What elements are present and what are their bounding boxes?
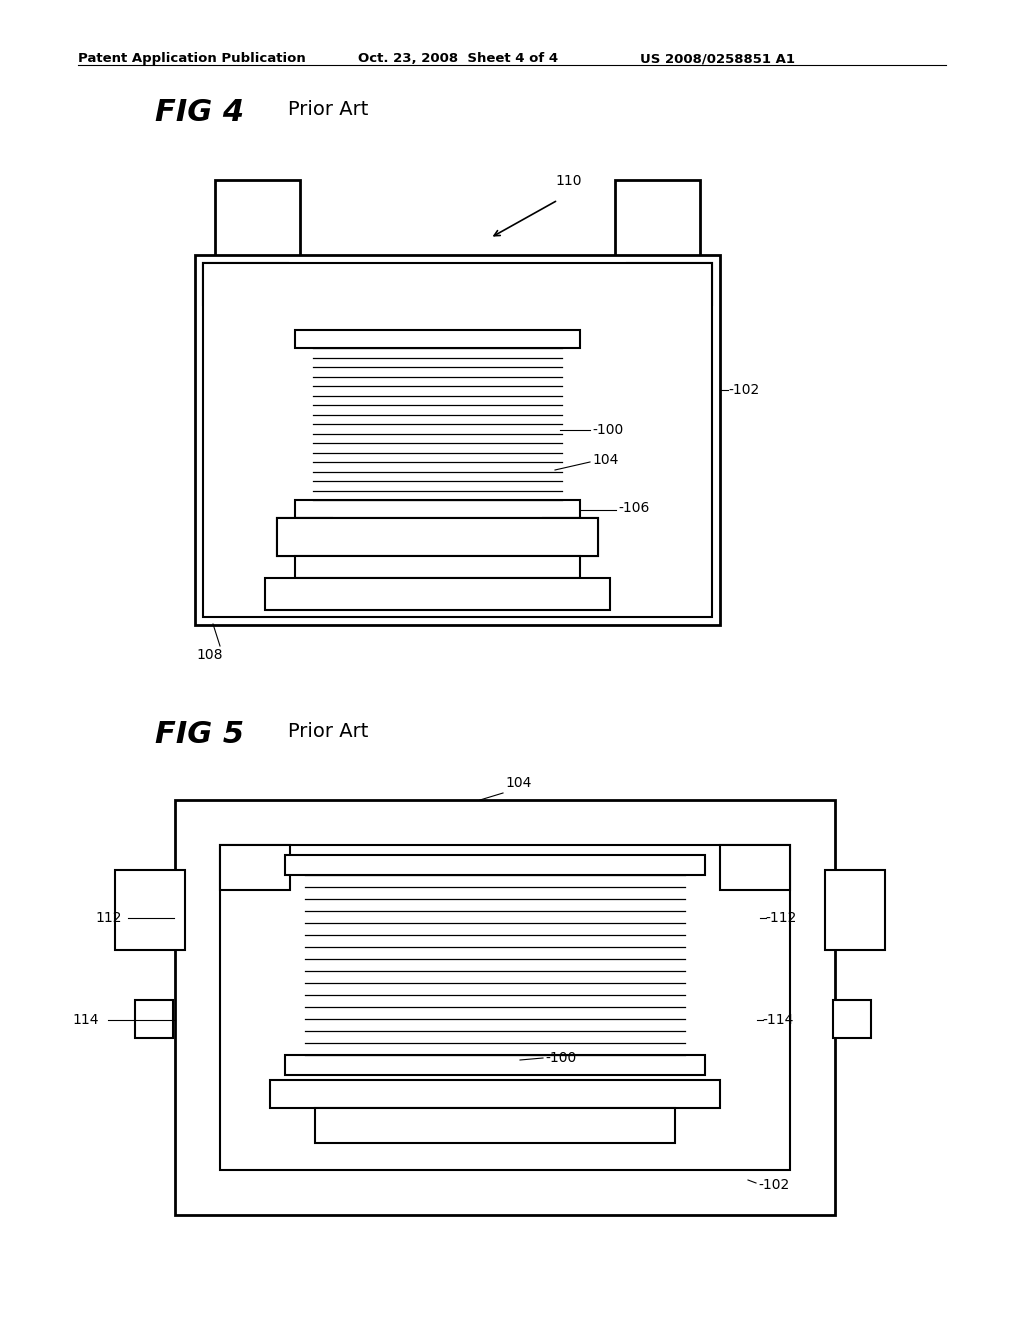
Bar bbox=[285, 855, 705, 875]
Bar bbox=[278, 517, 332, 556]
Text: -102: -102 bbox=[758, 1177, 790, 1192]
Text: -106: -106 bbox=[618, 502, 649, 515]
Bar bbox=[203, 263, 712, 616]
Bar bbox=[627, 263, 712, 305]
Text: Prior Art: Prior Art bbox=[288, 100, 369, 119]
Text: 110: 110 bbox=[555, 174, 582, 187]
Text: -112: -112 bbox=[765, 911, 797, 925]
Bar bbox=[315, 1107, 675, 1143]
Text: 112: 112 bbox=[95, 911, 122, 925]
Text: 108: 108 bbox=[196, 648, 222, 663]
Bar bbox=[215, 180, 300, 271]
Bar bbox=[295, 330, 580, 348]
Text: Patent Application Publication: Patent Application Publication bbox=[78, 51, 306, 65]
Text: -114: -114 bbox=[762, 1012, 794, 1027]
Bar bbox=[825, 870, 885, 950]
Bar bbox=[195, 255, 720, 624]
Bar bbox=[295, 500, 580, 517]
Bar bbox=[203, 263, 288, 305]
Bar bbox=[615, 180, 700, 271]
Bar bbox=[115, 870, 185, 950]
Bar bbox=[220, 845, 290, 890]
Bar bbox=[543, 517, 598, 556]
Text: Oct. 23, 2008  Sheet 4 of 4: Oct. 23, 2008 Sheet 4 of 4 bbox=[358, 51, 558, 65]
Bar bbox=[285, 1055, 705, 1074]
Text: -100: -100 bbox=[592, 422, 624, 437]
Bar bbox=[175, 800, 835, 1214]
Text: US 2008/0258851 A1: US 2008/0258851 A1 bbox=[640, 51, 795, 65]
Bar bbox=[278, 517, 598, 556]
Text: -100: -100 bbox=[545, 1051, 577, 1065]
Text: Prior Art: Prior Art bbox=[288, 722, 369, 741]
Text: FIG 4: FIG 4 bbox=[155, 98, 244, 127]
Text: FIG 5: FIG 5 bbox=[155, 719, 244, 748]
Bar bbox=[833, 1001, 871, 1038]
Bar bbox=[270, 1080, 720, 1107]
Bar bbox=[135, 1001, 173, 1038]
Text: -102: -102 bbox=[728, 383, 759, 397]
Text: 114: 114 bbox=[72, 1012, 98, 1027]
Bar bbox=[720, 845, 790, 890]
Bar bbox=[295, 556, 580, 578]
Bar bbox=[265, 578, 610, 610]
Text: 104: 104 bbox=[505, 776, 531, 789]
Bar bbox=[220, 845, 790, 1170]
Text: 104: 104 bbox=[592, 453, 618, 467]
